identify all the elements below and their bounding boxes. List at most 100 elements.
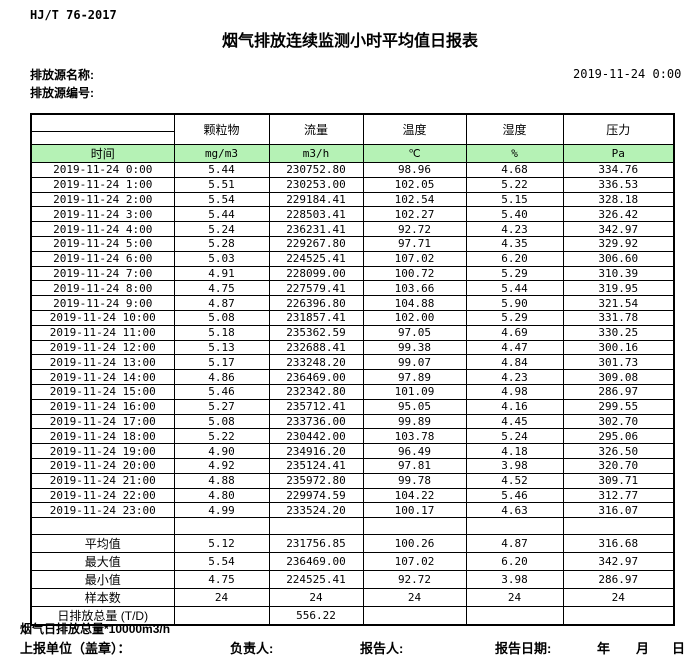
report-unit-label: 上报单位（盖章）：	[20, 641, 131, 656]
value-cell: 4.18	[465, 443, 564, 459]
value-cell: 5.24	[173, 221, 270, 237]
value-cell: 103.78	[362, 428, 467, 445]
value-cell: 5.08	[173, 413, 270, 430]
value-cell: 319.95	[562, 280, 675, 297]
value-cell: 100.72	[362, 265, 467, 282]
time-cell: 2019-11-24 1:00	[30, 176, 175, 193]
time-cell: 2019-11-24 8:00	[30, 280, 175, 297]
value-cell: 316.07	[562, 502, 675, 519]
value-cell: 5.22	[465, 176, 564, 193]
value-cell: 4.92	[173, 457, 270, 474]
value-cell: 4.23	[465, 221, 564, 237]
summary-row: 平均值 5.12 231756.85 100.26 4.87 316.68	[30, 534, 675, 554]
monitoring-report-table: 颗粒物 流量 温度 湿度 压力 时间 mg/m3 m3/h ℃ % Pa 201…	[30, 113, 675, 627]
time-cell: 2019-11-24 17:00	[30, 413, 175, 430]
value-cell: 326.42	[562, 206, 675, 223]
value-cell: 5.27	[173, 398, 270, 415]
unit-flow: m3/h	[268, 144, 364, 163]
table-row: 2019-11-24 8:00 4.75 227579.41 103.66 5.44 31…	[30, 280, 675, 297]
value-cell: 100.17	[362, 502, 467, 519]
col-header-pressure: 压力	[562, 113, 675, 145]
value-cell: 226396.80	[268, 295, 364, 311]
value-cell: 312.77	[562, 487, 675, 504]
value-cell: 224525.41	[268, 250, 364, 267]
value-cell: 233524.20	[268, 502, 364, 519]
flow-total-note: 烟气日排放总量*10000m3/h	[20, 622, 171, 636]
value-cell: 5.54	[173, 191, 270, 208]
value-cell: 4.84	[465, 354, 564, 371]
source-code-label: 排放源编号:	[30, 86, 94, 100]
time-cell: 2019-11-24 14:00	[30, 369, 175, 385]
summary-value-cell: 107.02	[362, 552, 467, 572]
table-row: 2019-11-24 6:00 5.03 224525.41 107.02 6.20 30…	[30, 250, 675, 267]
summary-row: 样本数 24 24 24 24 24	[30, 588, 675, 608]
col-header-flow: 流量	[268, 113, 364, 145]
value-cell: 4.35	[465, 235, 564, 252]
value-cell: 295.06	[562, 428, 675, 445]
value-cell: 229184.41	[268, 191, 364, 208]
value-cell: 329.92	[562, 235, 675, 252]
value-cell: 230253.00	[268, 176, 364, 193]
table-row: 2019-11-24 5:00 5.28 229267.80 97.71 4.35 329…	[30, 235, 675, 252]
value-cell: 103.66	[362, 280, 467, 297]
summary-value-cell: 4.75	[173, 570, 270, 590]
value-cell: 4.45	[465, 413, 564, 430]
summary-row: 日排放总量 (T/D) 556.22	[30, 606, 675, 626]
value-cell: 300.16	[562, 339, 675, 356]
value-cell: 4.69	[465, 324, 564, 341]
summary-value-cell: 224525.41	[268, 570, 364, 590]
page-title: 烟气排放连续监测小时平均值日报表	[221, 33, 478, 50]
summary-value-cell: 342.97	[562, 552, 675, 572]
time-cell: 2019-11-24 23:00	[30, 502, 175, 519]
table-row: 2019-11-24 20:00 4.92 235124.41 97.81 3.98 32…	[30, 457, 675, 474]
value-cell: 4.16	[465, 398, 564, 415]
summary-value-cell: 236469.00	[268, 552, 364, 572]
value-cell: 309.08	[562, 369, 675, 385]
summary-value-cell: 316.68	[562, 534, 675, 554]
summary-value-cell: 24	[465, 588, 564, 608]
summary-label-cell: 样本数	[30, 588, 175, 608]
summary-label-cell: 平均值	[30, 534, 175, 554]
value-cell: 5.15	[465, 191, 564, 208]
value-cell: 310.39	[562, 265, 675, 282]
value-cell: 233736.00	[268, 413, 364, 430]
value-cell: 5.44	[173, 206, 270, 223]
value-cell: 104.22	[362, 487, 467, 504]
value-cell: 342.97	[562, 221, 675, 237]
table-row: 2019-11-24 4:00 5.24 236231.41 92.72 4.23 342…	[30, 221, 675, 237]
value-cell: 334.76	[562, 162, 675, 178]
table-row: 2019-11-24 0:00 5.44 230752.80 98.96 4.68 334…	[30, 162, 675, 178]
summary-value-cell: 24	[562, 588, 675, 608]
spacer-cell	[173, 517, 270, 536]
table-row: 2019-11-24 18:00 5.22 230442.00 103.78 5.24 2…	[30, 428, 675, 445]
summary-value-cell: 24	[362, 588, 467, 608]
summary-value-cell: 286.97	[562, 570, 675, 590]
spacer-cell	[465, 517, 564, 536]
value-cell: 309.71	[562, 472, 675, 489]
value-cell: 5.22	[173, 428, 270, 445]
value-cell: 4.98	[465, 383, 564, 400]
value-cell: 5.44	[173, 162, 270, 178]
value-cell: 4.75	[173, 280, 270, 297]
time-cell: 2019-11-24 19:00	[30, 443, 175, 459]
value-cell: 5.51	[173, 176, 270, 193]
table-row: 2019-11-24 17:00 5.08 233736.00 99.89 4.45 30…	[30, 413, 675, 430]
table-row: 2019-11-24 23:00 4.99 233524.20 100.17 4.63 3…	[30, 502, 675, 519]
value-cell: 97.81	[362, 457, 467, 474]
value-cell: 320.70	[562, 457, 675, 474]
units-row: 时间 mg/m3 m3/h ℃ % Pa	[30, 144, 675, 163]
time-cell: 2019-11-24 12:00	[30, 339, 175, 356]
time-cell: 2019-11-24 20:00	[30, 457, 175, 474]
value-cell: 102.27	[362, 206, 467, 223]
value-cell: 98.96	[362, 162, 467, 178]
time-cell: 2019-11-24 13:00	[30, 354, 175, 371]
time-cell: 2019-11-24 22:00	[30, 487, 175, 504]
value-cell: 235712.41	[268, 398, 364, 415]
value-cell: 232688.41	[268, 339, 364, 356]
value-cell: 5.44	[465, 280, 564, 297]
value-cell: 331.78	[562, 309, 675, 326]
header-row-top: 颗粒物 流量 温度 湿度 压力	[30, 113, 675, 145]
value-cell: 4.47	[465, 339, 564, 356]
summary-value-cell: 100.26	[362, 534, 467, 554]
table-row: 2019-11-24 11:00 5.18 235362.59 97.05 4.69 33…	[30, 324, 675, 341]
